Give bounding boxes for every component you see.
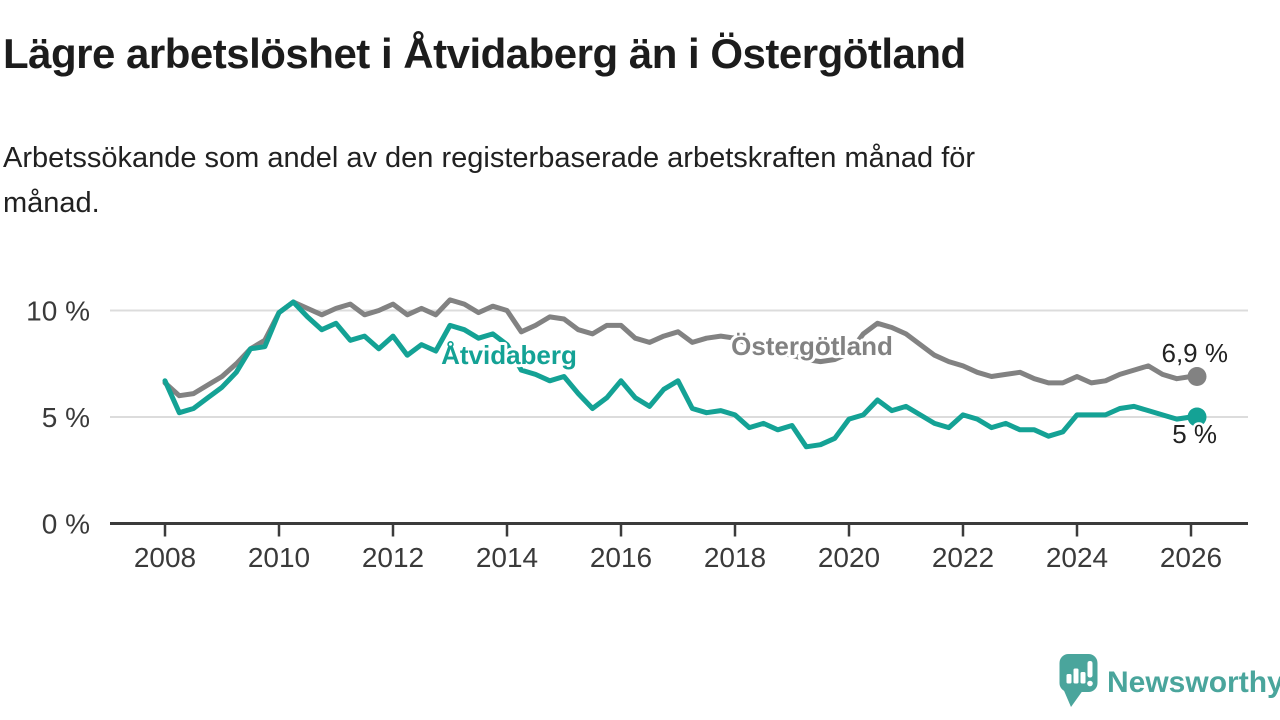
y-tick-label-10pct: 10 % xyxy=(26,296,90,327)
series-label-ostergotland: Östergötland xyxy=(731,331,893,361)
series-end-dot-atvidaberg xyxy=(1187,407,1207,427)
logo-bar-1 xyxy=(1066,674,1072,684)
logo-bubble-tail xyxy=(1062,686,1086,707)
page-title: Lägre arbetslöshet i Åtvidaberg än i Öst… xyxy=(3,30,966,77)
logo-bar-2 xyxy=(1073,668,1079,684)
y-tick-label-0pct: 0 % xyxy=(42,509,90,540)
newsworthy-logo-icon xyxy=(1059,654,1098,707)
x-tick-label-2020: 2020 xyxy=(818,542,880,573)
end-value-label-ostergotland: 6,9 % xyxy=(1162,338,1229,368)
brand-name: Newsworthy xyxy=(1107,666,1280,699)
y-tick-label-5pct: 5 % xyxy=(42,402,90,433)
x-tick-label-2008: 2008 xyxy=(134,542,196,573)
series-line-ostergotland xyxy=(162,297,1194,399)
x-tick-label-2014: 2014 xyxy=(476,542,538,573)
logo-bar-3 xyxy=(1080,672,1086,684)
subtitle-line-2: månad. xyxy=(3,187,100,219)
series-line-atvidaberg xyxy=(162,299,1194,450)
x-tick-label-2018: 2018 xyxy=(704,542,766,573)
logo-exclamation-icon xyxy=(1087,661,1093,678)
logo-exclamation-dot xyxy=(1087,680,1093,687)
x-tick-label-2010: 2010 xyxy=(248,542,310,573)
x-tick-label-2022: 2022 xyxy=(932,542,994,573)
x-tick-label-2016: 2016 xyxy=(590,542,652,573)
x-tick-label-2026: 2026 xyxy=(1160,542,1222,573)
chart-subtitle: Arbetssökande som andel av den registerb… xyxy=(3,136,975,226)
end-value-label-atvidaberg: 5 % xyxy=(1172,419,1217,449)
series-end-dot-ostergotland xyxy=(1187,367,1207,387)
newsworthy-logo: Newsworthy xyxy=(1059,654,1280,707)
subtitle-line-1: Arbetssökande som andel av den registerb… xyxy=(3,142,976,174)
x-tick-label-2012: 2012 xyxy=(362,542,424,573)
x-tick-label-2024: 2024 xyxy=(1046,542,1108,573)
series-label-atvidaberg: Åtvidaberg xyxy=(441,340,577,370)
